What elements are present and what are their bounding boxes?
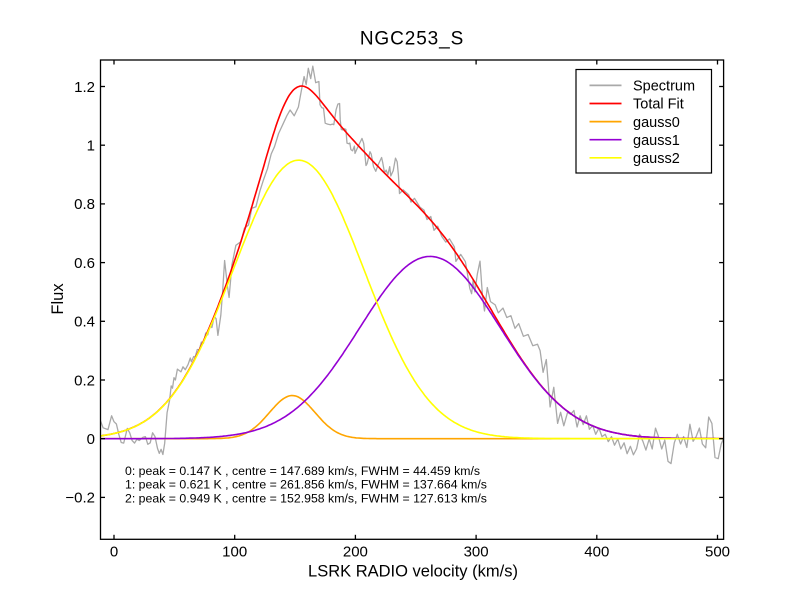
svg-text:gauss1: gauss1: [633, 133, 680, 149]
svg-text:0: 0: [110, 544, 118, 561]
svg-text:1: 1: [87, 138, 95, 155]
svg-text:1: peak = 0.621 K , centre = 2: 1: peak = 0.621 K , centre = 261.856 km/…: [125, 478, 487, 492]
svg-text:0: 0: [87, 431, 95, 448]
svg-text:400: 400: [584, 544, 609, 561]
svg-text:gauss0: gauss0: [633, 115, 680, 131]
svg-text:Total Fit: Total Fit: [633, 97, 684, 113]
svg-text:100: 100: [222, 544, 247, 561]
svg-text:200: 200: [343, 544, 368, 561]
svg-text:2: peak = 0.949 K , centre = 1: 2: peak = 0.949 K , centre = 152.958 km/…: [125, 491, 487, 505]
svg-text:Spectrum: Spectrum: [633, 79, 695, 95]
svg-text:500: 500: [705, 544, 730, 561]
svg-text:0.8: 0.8: [74, 196, 95, 213]
svg-text:−0.2: −0.2: [65, 490, 95, 507]
svg-text:300: 300: [464, 544, 489, 561]
svg-text:gauss2: gauss2: [633, 151, 680, 167]
svg-text:0.2: 0.2: [74, 372, 95, 389]
svg-text:Flux: Flux: [49, 283, 67, 315]
svg-text:0.4: 0.4: [74, 314, 95, 331]
svg-text:0: peak = 0.147 K , centre = 1: 0: peak = 0.147 K , centre = 147.689 km/…: [125, 464, 480, 478]
svg-text:0.6: 0.6: [74, 255, 95, 272]
svg-text:1.2: 1.2: [74, 79, 95, 96]
svg-text:NGC253_S: NGC253_S: [360, 29, 464, 50]
svg-text:LSRK RADIO velocity (km/s): LSRK RADIO velocity (km/s): [308, 562, 518, 580]
